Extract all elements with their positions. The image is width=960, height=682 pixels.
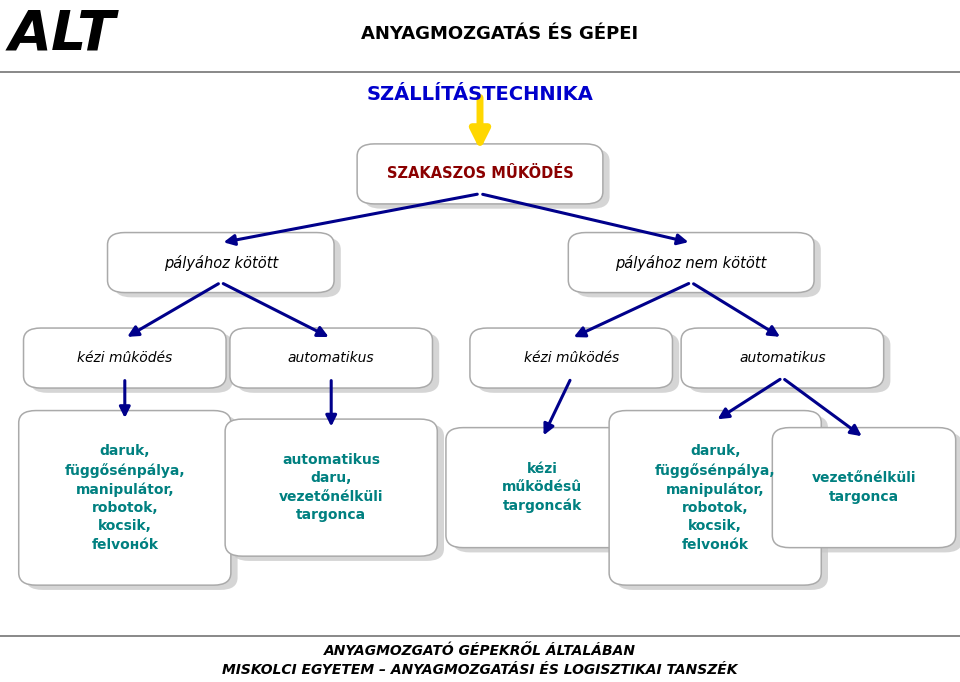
FancyBboxPatch shape [114,237,341,297]
FancyBboxPatch shape [231,424,444,561]
Text: SZAKASZOS MÛKÖDÉS: SZAKASZOS MÛKÖDÉS [387,166,573,181]
FancyBboxPatch shape [609,411,821,585]
Text: vezetőnélküli
targonca: vezetőnélküli targonca [812,471,916,504]
FancyBboxPatch shape [364,149,610,209]
Text: SZÁLLÍTÁSTECHNIKA: SZÁLLÍTÁSTECHNIKA [367,85,593,104]
Text: ANYAGMOZGATÁS ÉS GÉPEI: ANYAGMOZGATÁS ÉS GÉPEI [361,25,637,43]
Text: pályához nem kötött: pályához nem kötött [615,254,767,271]
FancyBboxPatch shape [19,411,231,585]
FancyBboxPatch shape [568,233,814,293]
FancyBboxPatch shape [445,428,639,548]
Text: kézi mûködés: kézi mûködés [523,351,619,365]
Text: automatikus: automatikus [739,351,826,365]
FancyBboxPatch shape [24,328,227,388]
FancyBboxPatch shape [681,328,883,388]
Text: automatikus
daru,
vezetőnélküli
targonca: automatikus daru, vezetőnélküli targonca [279,453,383,522]
FancyBboxPatch shape [687,333,890,393]
Text: daruk,
függősénpálya,
manipulátor,
robotok,
kocsik,
felvoнók: daruk, függősénpálya, manipulátor, robot… [64,444,185,552]
Text: ANYAGMOZGATÓ GÉPEKRŐL ÁLTALÁBAN: ANYAGMOZGATÓ GÉPEKRŐL ÁLTALÁBAN [324,644,636,657]
FancyBboxPatch shape [108,233,334,293]
FancyBboxPatch shape [772,428,956,548]
FancyBboxPatch shape [616,415,828,590]
FancyBboxPatch shape [357,144,603,204]
Text: daruk,
függősénpálya,
manipulátor,
robotok,
kocsik,
felvoнók: daruk, függősénpálya, manipulátor, robot… [655,444,776,552]
FancyBboxPatch shape [469,328,672,388]
Text: ALT: ALT [9,7,116,61]
FancyBboxPatch shape [229,328,432,388]
FancyBboxPatch shape [26,415,238,590]
FancyBboxPatch shape [575,237,821,297]
FancyBboxPatch shape [31,333,232,393]
FancyBboxPatch shape [780,432,960,552]
Text: kézi
működésû
targoncák: kézi működésû targoncák [502,462,583,514]
FancyBboxPatch shape [236,333,439,393]
FancyBboxPatch shape [225,419,437,557]
FancyBboxPatch shape [452,432,645,552]
Text: automatikus: automatikus [288,351,374,365]
Text: kézi mûködés: kézi mûködés [77,351,173,365]
Text: pályához kötött: pályához kötött [163,254,278,271]
FancyBboxPatch shape [476,333,679,393]
Text: MISKOLCI EGYETEM – ANYAGMOZGATÁSI ÉS LOGISZTIKAI TANSZÉK: MISKOLCI EGYETEM – ANYAGMOZGATÁSI ÉS LOG… [223,663,737,677]
